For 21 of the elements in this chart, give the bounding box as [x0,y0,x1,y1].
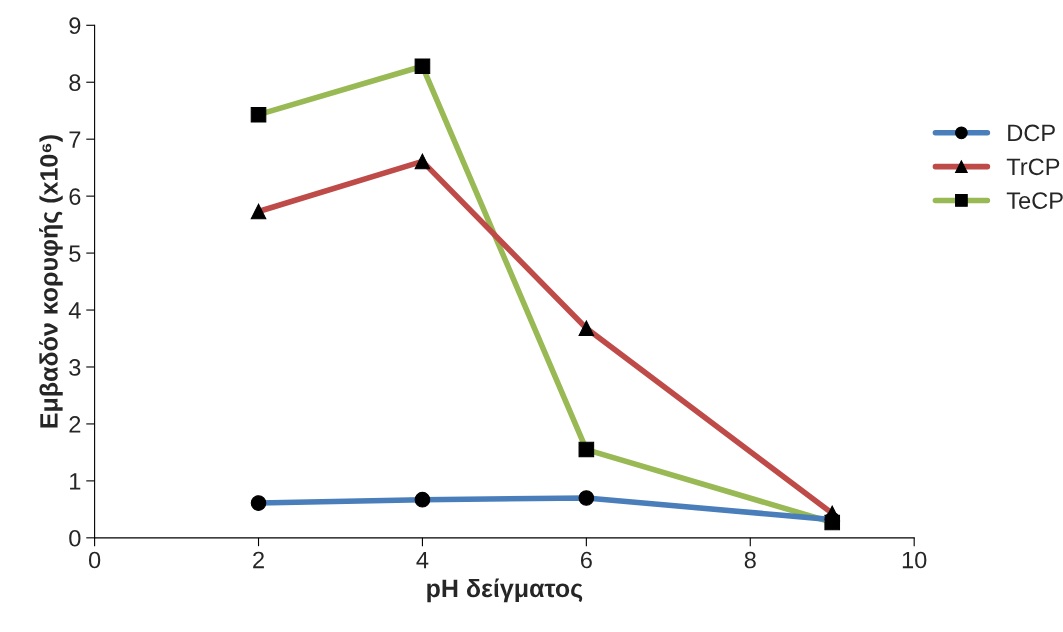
y-tick-label: 0 [69,529,81,547]
x-tick-label: 6 [580,551,592,569]
y-axis-title: Εμβαδόν κορυφής (x10⁶) [39,135,63,428]
x-tick-label: 0 [88,551,101,569]
y-tick-label: 8 [69,74,81,92]
y-tick-label: 1 [70,473,81,490]
y-tick-label: 5 [69,245,81,262]
legend-label: TrCP [1006,158,1060,176]
x-tick-label: 10 [902,551,927,569]
x-axis-title: pH δείγματος [427,578,583,603]
y-tick-label: 3 [69,359,81,376]
legend-label: TeCP [1006,192,1063,209]
x-tick-label: 8 [744,551,756,569]
x-tick-label: 4 [416,551,429,569]
y-tick-label: 6 [69,188,81,205]
x-tick-label: 2 [253,551,264,569]
legend-label: DCP [1008,124,1055,142]
y-tick-label: 2 [69,416,81,433]
y-tick-label: 4 [68,302,81,319]
y-tick-label: 9 [69,17,81,35]
y-tick-label: 7 [69,131,81,148]
